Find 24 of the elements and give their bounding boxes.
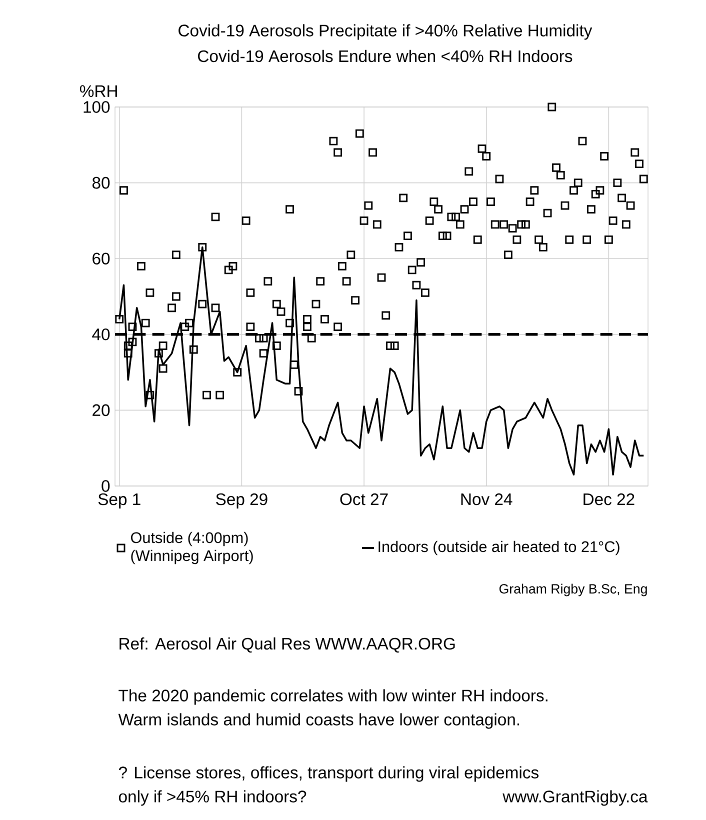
text: only if >45% RH indoors?: [118, 790, 306, 806]
text: The 2020 pandemic correlates with low winter RH indoors.: [118, 689, 548, 705]
text: Warm islands and humid coasts have lower contagion.: [118, 713, 520, 729]
chart-title: Covid-19 Aerosols Precipitate if >40% Relative Humidity: [178, 24, 592, 40]
y-tick-label: 80: [92, 176, 110, 189]
text: Ref: Aerosol Air Qual Res WWW.AAQR.ORG: [120, 637, 455, 653]
x-tick-label: Sep 1: [98, 493, 140, 508]
text: Graham Rigby B.Sc, Eng: [499, 584, 647, 596]
text: ? License stores, offices, transport during viral epidemics: [118, 766, 538, 782]
chart-subtitle: Covid-19 Aerosols Endure when <40% RH Indoors: [198, 50, 572, 62]
x-tick-label: Nov 24: [461, 493, 512, 506]
legend-label: Indoors (outside air heated to 21°C): [378, 540, 620, 556]
legend-label: Outside (4:00pm) (Winnipeg Airport): [131, 532, 253, 564]
y-tick-label: 60: [92, 252, 110, 264]
y-tick-label: 100: [84, 101, 110, 113]
x-tick-label: Oct 27: [340, 493, 388, 506]
y-tick-label: 0: [102, 480, 110, 492]
x-tick-label: Sep 29: [216, 493, 268, 508]
y-tick-label: 40: [92, 328, 110, 340]
text: www.GrantRigby.ca: [502, 790, 648, 806]
x-tick-label: Dec 22: [584, 493, 634, 506]
line-series: [118, 246, 645, 476]
y-tick-label: 20: [92, 404, 110, 416]
y-axis-title: %RH: [80, 85, 117, 97]
